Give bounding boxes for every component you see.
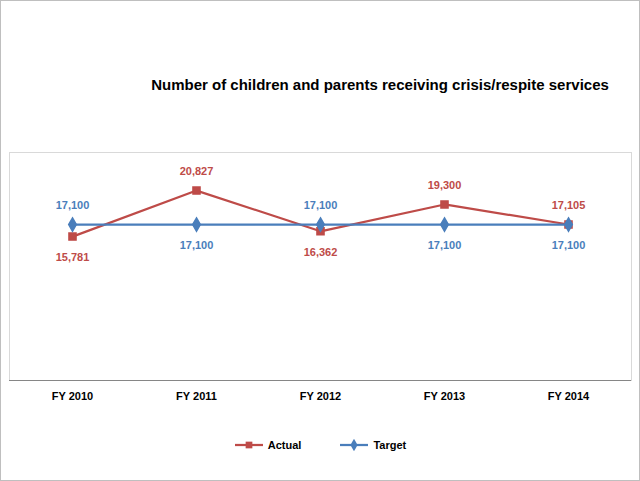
svg-text:FY 2010: FY 2010 (52, 390, 93, 402)
svg-text:16,362: 16,362 (304, 246, 338, 258)
html-text:Number of children and parents: Number of children and parents receiving… (151, 76, 609, 93)
svg-text:17,100: 17,100 (552, 239, 586, 251)
svg-text:FY 2011: FY 2011 (176, 390, 217, 402)
svg-text:FY 2012: FY 2012 (300, 390, 341, 402)
svg-text:19,300: 19,300 (428, 179, 462, 191)
html-text:Actual: Actual (267, 439, 302, 451)
svg-text:FY 2014: FY 2014 (548, 390, 590, 402)
svg-text:15,781: 15,781 (56, 251, 90, 263)
html-text:Target: Target (373, 439, 407, 451)
svg-text:17,100: 17,100 (180, 239, 214, 251)
svg-text:20,827: 20,827 (180, 165, 214, 177)
svg-text:17,100: 17,100 (304, 199, 338, 211)
svg-text:FY 2013: FY 2013 (424, 390, 465, 402)
svg-text:17,100: 17,100 (56, 199, 90, 211)
svg-text:17,100: 17,100 (428, 239, 462, 251)
svg-text:17,105: 17,105 (552, 199, 586, 211)
